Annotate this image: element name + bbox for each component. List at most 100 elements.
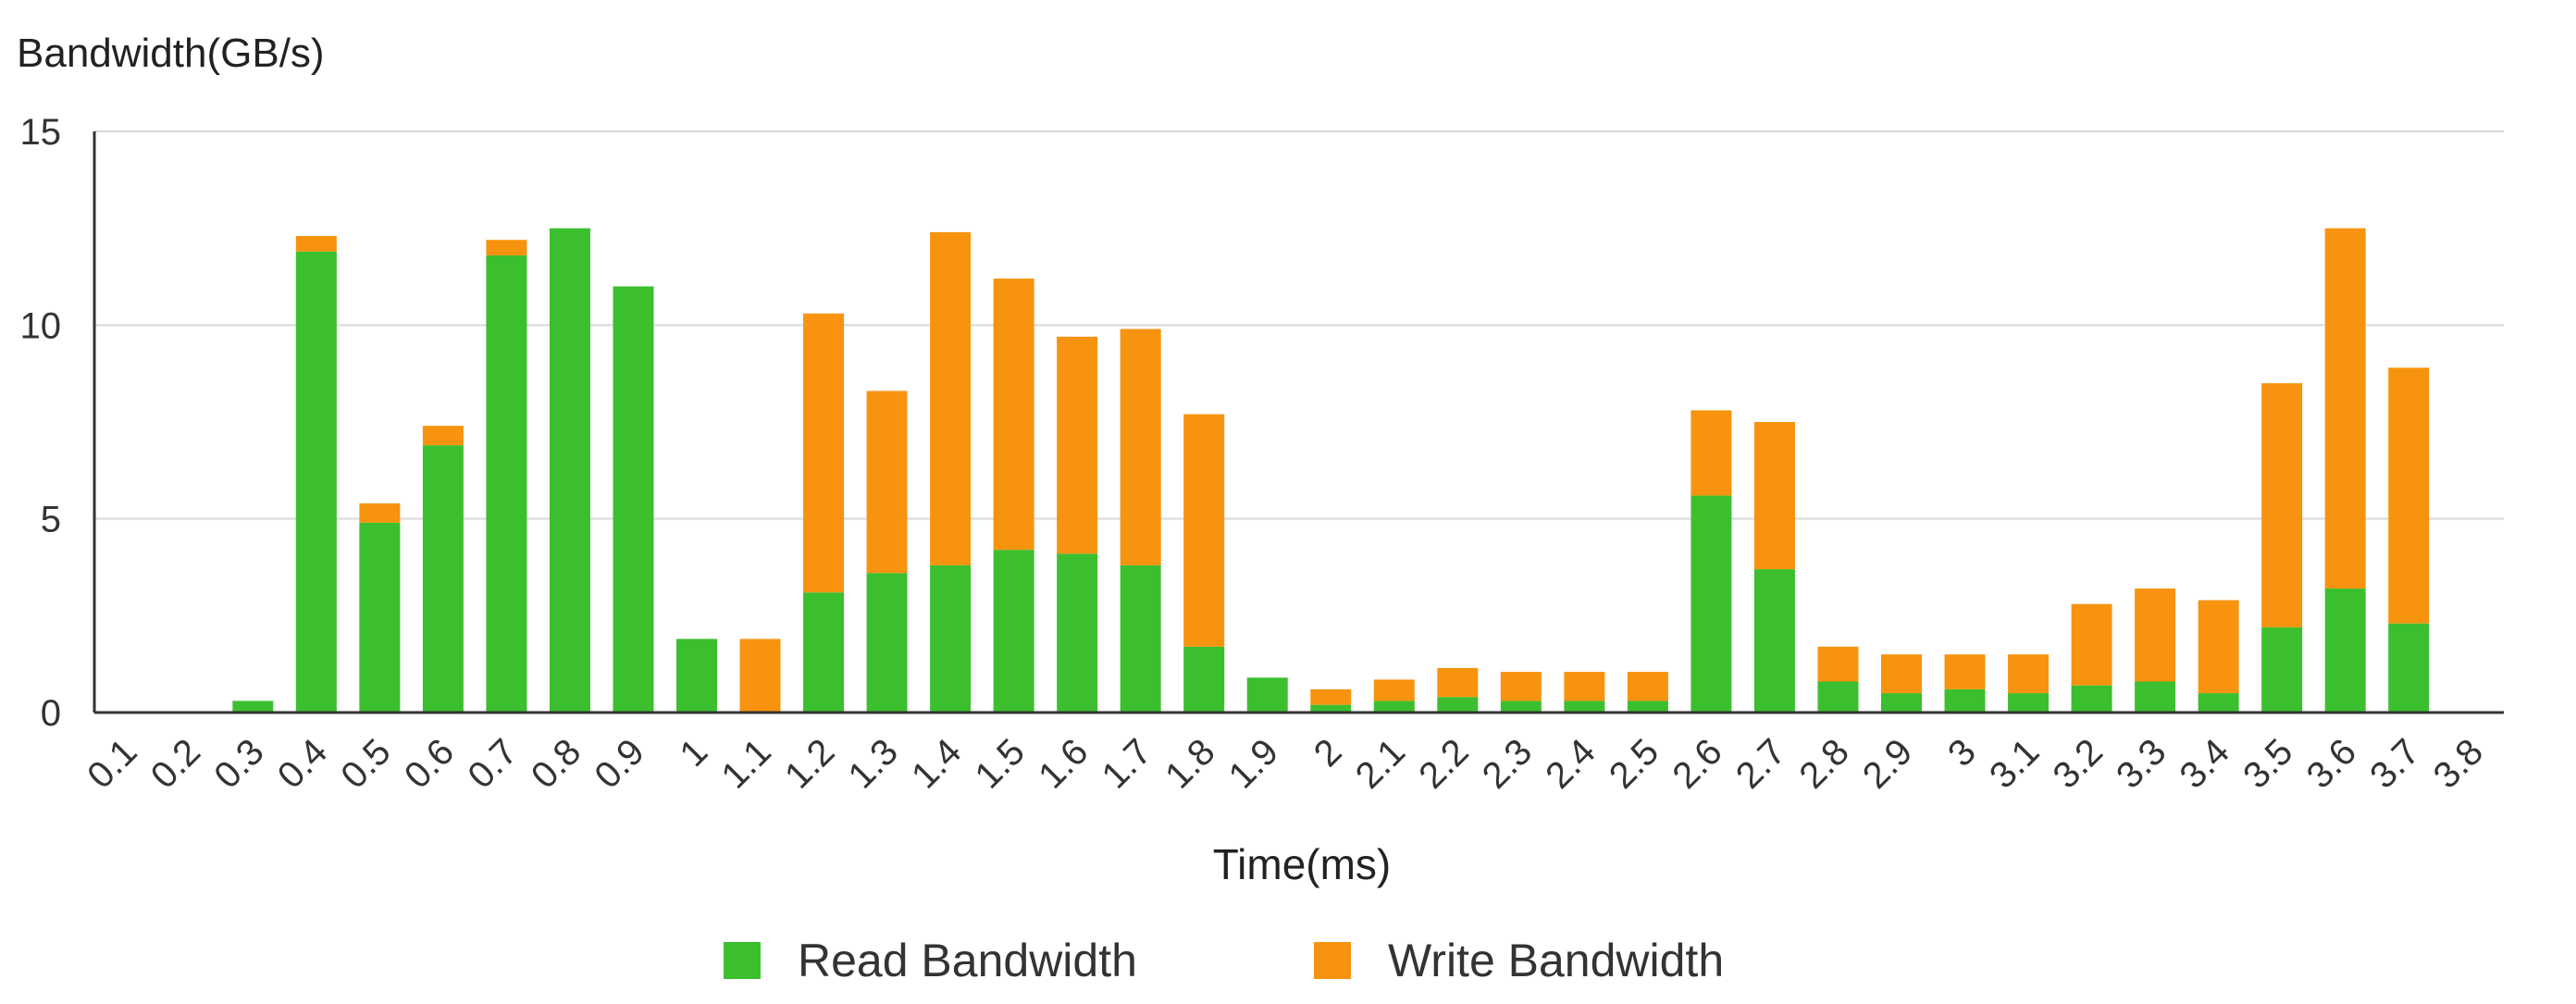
read-bar-0.9 [613, 286, 654, 713]
read-bar-3.5 [2261, 626, 2303, 713]
x-tick-label: 1.6 [1031, 731, 1096, 796]
x-tick-label: 3.1 [1982, 731, 2047, 796]
x-tick-label: 3.7 [2362, 731, 2427, 796]
write-bar-2.1 [1373, 679, 1415, 701]
x-tick-label: 3.3 [2109, 731, 2174, 796]
read-bar-2.3 [1500, 700, 1542, 713]
x-tick-label: 0.4 [270, 731, 335, 796]
x-tick-label: 1.1 [713, 731, 778, 796]
x-tick-label: 2.1 [1348, 731, 1413, 796]
axes [93, 131, 2504, 714]
y-tick-labels: 0 5 10 15 [20, 112, 62, 734]
x-tick-label: 2 [1307, 731, 1350, 775]
y-tick-label: 10 [20, 305, 62, 346]
x-tick-label: 2.3 [1475, 731, 1540, 796]
x-tick-label: 3.6 [2299, 731, 2364, 796]
read-bar-3.2 [2071, 685, 2112, 713]
x-tick-label: 3.8 [2426, 731, 2491, 796]
x-tick-label: 3.2 [2046, 731, 2111, 796]
read-bar-0.7 [486, 254, 527, 713]
x-tick-label: 1.8 [1158, 731, 1222, 796]
read-bar-1.4 [930, 564, 972, 713]
read-bar-0.6 [422, 445, 464, 713]
read-bar-1.3 [866, 573, 908, 713]
read-bar-3.3 [2135, 681, 2176, 713]
y-tick-label: 5 [41, 500, 61, 540]
write-bar-1.2 [803, 313, 845, 593]
read-bar-0.4 [295, 251, 337, 713]
write-bar-3.3 [2135, 589, 2176, 682]
read-bar-1.2 [803, 592, 845, 713]
read-bar-1.7 [1120, 564, 1161, 713]
read-bar-2.9 [1881, 693, 1922, 713]
read-bar-2.4 [1564, 700, 1605, 713]
write-bar-1.8 [1183, 414, 1225, 647]
x-tick-label: 0.8 [524, 731, 588, 796]
legend-label-1: Write Bandwidth [1388, 935, 1724, 986]
write-bar-2.3 [1500, 672, 1542, 701]
write-bar-2.4 [1564, 672, 1605, 701]
read-bar-2.6 [1690, 495, 1732, 713]
write-bar-2.9 [1881, 654, 1922, 694]
read-bar-1.9 [1246, 677, 1288, 713]
legend-swatch-1 [1314, 942, 1351, 979]
read-bar-3.7 [2388, 623, 2430, 713]
x-axis-title: Time(ms) [1213, 840, 1391, 888]
x-tick-label: 1.2 [777, 731, 842, 796]
write-bar-0.6 [422, 426, 464, 446]
read-bar-1.6 [1057, 553, 1098, 713]
read-bar-2.5 [1627, 700, 1668, 713]
x-tick-label: 1.7 [1095, 731, 1159, 796]
x-tick-label: 1.9 [1221, 731, 1286, 796]
bars [232, 228, 2430, 713]
write-bar-2.2 [1437, 667, 1479, 698]
read-bar-2.2 [1437, 697, 1479, 713]
x-tick-label: 0.5 [333, 731, 398, 796]
write-bar-3 [1944, 654, 1986, 689]
read-bar-3.6 [2324, 589, 2366, 713]
x-tick-label: 2.8 [1791, 731, 1856, 796]
read-bar-2.1 [1373, 700, 1415, 713]
write-bar-0.4 [295, 236, 337, 252]
write-bar-1.7 [1120, 328, 1161, 565]
x-tick-label: 1.5 [968, 731, 1033, 796]
read-bar-0.8 [549, 228, 590, 713]
write-bar-1.1 [739, 638, 781, 713]
write-bar-3.4 [2198, 600, 2239, 694]
read-bar-0.3 [232, 700, 274, 713]
read-bar-1.5 [993, 550, 1034, 713]
x-tick-label: 2.6 [1665, 731, 1729, 796]
read-bar-2.8 [1817, 681, 1859, 713]
write-bar-3.6 [2324, 228, 2366, 589]
write-bar-2.8 [1817, 646, 1859, 682]
read-bar-1.8 [1183, 646, 1225, 713]
x-tick-label: 2.9 [1855, 731, 1920, 796]
read-bar-3.4 [2198, 693, 2239, 713]
write-bar-2 [1310, 688, 1352, 705]
read-bar-3.1 [2008, 693, 2050, 713]
x-tick-label: 2.7 [1728, 731, 1793, 796]
x-tick-label: 0.2 [143, 731, 208, 796]
write-bar-1.5 [993, 279, 1034, 551]
write-bar-2.5 [1627, 672, 1668, 701]
y-tick-label: 15 [20, 112, 62, 153]
read-bar-2.7 [1753, 569, 1795, 713]
write-bar-3.5 [2261, 383, 2303, 627]
write-bar-2.6 [1690, 410, 1732, 496]
x-tick-label: 1 [673, 731, 716, 775]
read-bar-2 [1310, 704, 1352, 713]
x-tick-label: 3.4 [2173, 731, 2237, 796]
legend: Read Bandwidth Write Bandwidth [724, 935, 1724, 986]
x-tick-label: 0.9 [587, 731, 651, 796]
write-bar-2.7 [1753, 422, 1795, 570]
read-bar-1 [676, 638, 717, 713]
write-bar-1.6 [1057, 336, 1098, 554]
x-tick-label: 0.6 [397, 731, 462, 796]
y-axis-title: Bandwidth(GB/s) [17, 31, 325, 76]
write-bar-1.4 [930, 231, 972, 565]
write-bar-0.7 [486, 240, 527, 255]
write-bar-1.3 [866, 390, 908, 574]
x-tick-label: 2.4 [1538, 731, 1603, 796]
write-bar-3.1 [2008, 654, 2050, 694]
